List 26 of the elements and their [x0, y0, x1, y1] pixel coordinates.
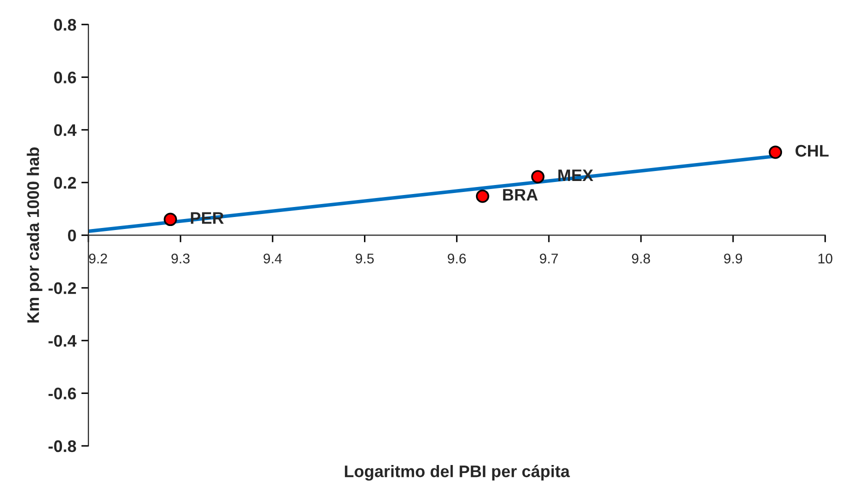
x-axis-title: Logaritmo del PBI per cápita	[344, 464, 570, 481]
x-tick-label: 9.5	[356, 254, 374, 264]
x-tick-label: 9.6	[448, 254, 466, 264]
annotation: BRA	[503, 189, 538, 201]
annotation: CHL	[796, 144, 829, 157]
y-tick-label: -0.2	[48, 282, 76, 294]
x-tick-label: 9.7	[540, 254, 558, 264]
x-tick-label: 9.9	[724, 254, 742, 264]
x-tick-label: 9.8	[632, 254, 650, 264]
point	[768, 146, 782, 159]
point	[164, 212, 178, 226]
x-tick-label: 10	[818, 254, 832, 264]
y-tick-label: -0.6	[48, 388, 76, 400]
x-tick-label: 9.3	[172, 254, 190, 264]
y-tick-label: 0.8	[54, 18, 76, 31]
y-tick-label: -0.8	[48, 440, 76, 452]
point	[476, 190, 490, 203]
y-axis-title: Km por cada 1000 hab	[26, 147, 42, 323]
x-tick-label: 9.2	[89, 254, 108, 264]
y-tick-label: 0	[68, 230, 76, 242]
y-tick-label: 0.4	[54, 124, 77, 136]
y-tick-label: -0.4	[48, 334, 77, 347]
point	[531, 170, 544, 184]
y-tick-label: 0.2	[54, 176, 76, 189]
y-tick-label: 0.6	[54, 72, 76, 84]
x-tick-label: 9.4	[264, 254, 282, 264]
